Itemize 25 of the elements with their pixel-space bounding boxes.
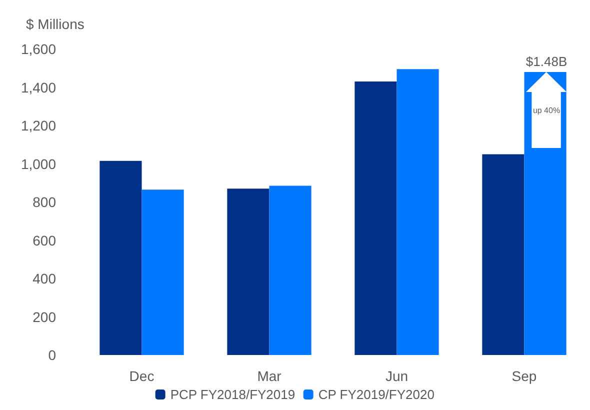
- x-tick-label: Sep: [512, 368, 537, 384]
- bar: [269, 186, 312, 355]
- y-tick-label: 200: [32, 308, 56, 325]
- y-tick-label: 1,200: [20, 118, 56, 134]
- bar: [227, 188, 270, 355]
- annotation: $1.48B: [526, 54, 568, 69]
- x-tick-label: Jun: [385, 368, 408, 384]
- y-tick-label: 800: [32, 194, 56, 210]
- legend-label: CP FY2019/FY2020: [318, 387, 434, 402]
- bar: [482, 154, 524, 355]
- y-tick-label: 0: [48, 347, 56, 363]
- y-tick-label: 1,400: [20, 79, 56, 96]
- y-tick-label: 600: [32, 232, 56, 248]
- y-tick-label: 1,000: [20, 156, 56, 172]
- annotation: up 40%: [532, 106, 562, 115]
- y-tick-label: 400: [32, 270, 56, 286]
- x-tick-label: Mar: [257, 368, 282, 384]
- bar: [100, 160, 142, 355]
- bar: [396, 69, 439, 355]
- legend-label: PCP FY2018/FY2019: [170, 387, 296, 402]
- bar: [142, 190, 184, 355]
- y-tick-label: 1,600: [20, 41, 56, 57]
- y-axis-title: $ Millions: [26, 16, 84, 32]
- x-tick-label: Dec: [129, 368, 154, 384]
- bar: [354, 82, 397, 355]
